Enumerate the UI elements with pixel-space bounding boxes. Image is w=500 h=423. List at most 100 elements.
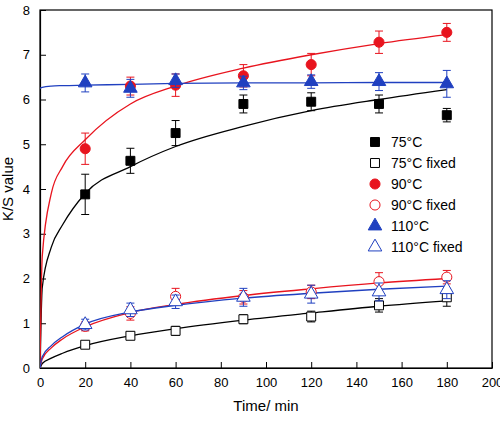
error-bar [172,326,180,335]
point [304,74,318,86]
point [171,326,180,335]
x-axis-line [41,368,493,369]
error-bar [307,93,315,111]
y-tick-label: 7 [23,47,30,62]
x-tick: 200 [482,362,500,390]
y-tick-label: 0 [23,361,30,376]
legend-marker [371,159,380,168]
x-axis: 0 20 40 60 80 100 120 140 160 180 200 [37,362,500,390]
y-tick-mark [40,234,46,235]
x-tick-mark [85,362,86,368]
legend-marker [371,138,380,147]
x-tick-label: 180 [436,375,458,390]
x-tick: 60 [169,362,183,390]
error-bar [307,311,315,322]
point [372,74,386,86]
x-tick-label: 100 [256,375,278,390]
y-tick-label: 5 [23,137,30,152]
y-tick: 7 [23,47,46,62]
y-tick-label: 4 [23,182,30,197]
x-tick-label: 0 [37,375,44,390]
point [169,294,183,306]
x-tick-mark [356,362,357,368]
error-bar [126,148,134,173]
x-tick-mark [221,362,222,368]
legend-label: 90°C fixed [391,197,456,213]
point [372,284,386,296]
y-tick-label: 3 [23,226,30,241]
point [126,331,135,340]
point [237,289,251,301]
y-tick: 6 [23,92,46,107]
x-tick: 180 [436,362,458,390]
x-tick: 40 [124,362,138,390]
x-tick-label: 20 [78,375,92,390]
legend-item: 75°C [371,134,423,150]
x-tick: 140 [346,362,368,390]
point [374,37,384,47]
plot: 02040608010012014016018020001234567875°C… [23,3,500,391]
x-tick: 160 [391,362,413,390]
point [306,60,316,70]
legend-label: 75°C fixed [391,155,456,171]
point [124,302,138,314]
error-bar [239,95,247,113]
error-bar [443,108,451,121]
point [307,312,316,321]
series [78,70,453,97]
series [80,270,452,331]
x-tick-label: 140 [346,375,368,390]
error-bar [126,332,134,339]
legend-item: 90°C [370,176,422,192]
point [375,301,384,310]
series [78,281,453,330]
x-tick-mark [130,362,131,368]
y-tick-mark [40,189,46,190]
x-tick-mark [402,362,403,368]
legend-marker [368,218,382,230]
x-tick-mark [492,362,493,368]
x-axis-title: Time/ min [233,397,298,414]
point [81,190,90,199]
y-axis-title: K/S value [0,157,16,221]
y-tick-mark [40,144,46,145]
legend-label: 90°C [391,176,422,192]
x-tick-label: 160 [391,375,413,390]
fit-curve [40,90,447,368]
legend-item: 90°C fixed [370,197,456,213]
error-bar [172,121,180,146]
fit-curve [40,279,447,369]
legend-item: 75°C fixed [371,155,456,171]
x-tick-label: 120 [301,375,323,390]
error-bar [375,95,383,113]
legend-marker [370,179,380,189]
legend-label: 75°C [391,134,422,150]
legend-item: 110°C fixed [368,239,462,255]
x-tick-mark [311,362,312,368]
point [78,317,92,329]
y-tick-mark [40,368,46,369]
y-tick-mark [40,100,46,101]
fit-curve [40,301,447,368]
point [81,340,90,349]
fit-curve [40,286,447,368]
legend-label: 110°C [391,218,429,234]
legend-marker [370,200,380,210]
point [440,282,454,294]
y-tick: 3 [23,226,46,241]
x-tick-mark [176,362,177,368]
marks [40,23,454,368]
point [78,75,92,87]
fit-curve [40,35,447,368]
x-tick-label: 200 [482,375,500,390]
legend: 75°C 75°C fixed 90°C 90°C fixed 110°C 110°C f… [368,134,462,255]
x-tick-label: 60 [169,375,183,390]
x-tick-mark [447,362,448,368]
y-tick-label: 1 [23,316,30,331]
x-tick-label: 40 [124,375,138,390]
point [124,80,138,92]
point [126,156,135,165]
plot-frame [40,10,492,368]
x-tick-label: 80 [214,375,228,390]
point [304,286,318,298]
